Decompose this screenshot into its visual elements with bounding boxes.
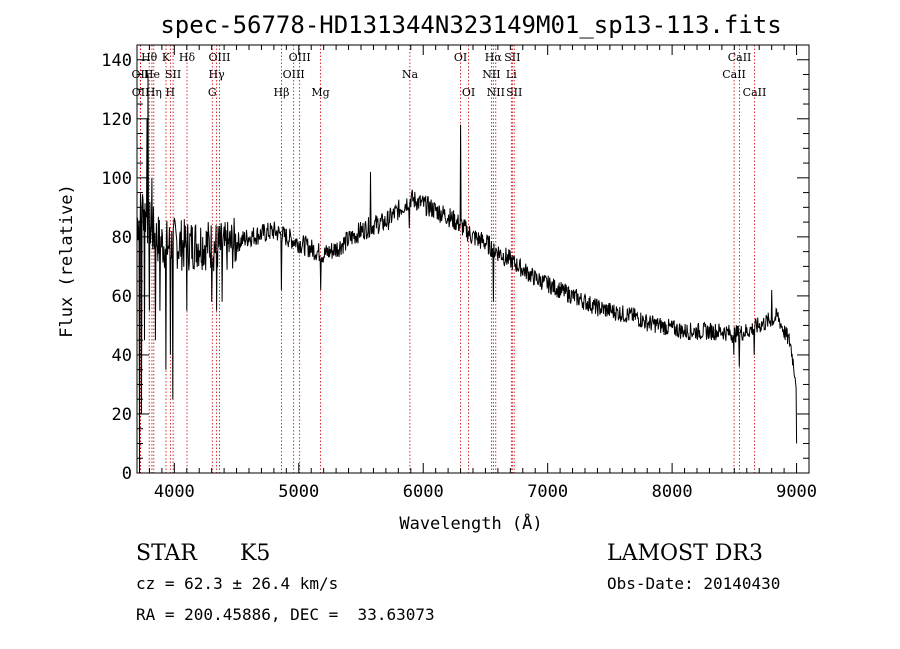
line-label-15: Mg: [311, 86, 329, 99]
line-label-25: CaII: [728, 51, 752, 64]
line-label-20: NII: [482, 68, 500, 81]
x-tick-label: 6000: [403, 482, 444, 502]
x-tick-label: 9000: [776, 482, 817, 502]
line-label-18: OI: [462, 86, 475, 99]
line-label-24: SII: [506, 86, 522, 99]
line-label-9: OIII: [208, 51, 230, 64]
line-label-4: Hη: [146, 86, 162, 99]
line-label-13: OIII: [289, 51, 311, 64]
y-tick-label: 120: [101, 110, 132, 130]
redshift-velocity: cz = 62.3 ± 26.4 km/s: [136, 574, 338, 593]
line-label-7: H: [166, 86, 176, 99]
observation-date: Obs-Date: 20140430: [607, 574, 780, 593]
y-axis-label: Flux (relative): [57, 184, 77, 338]
line-label-27: CaII: [743, 86, 767, 99]
x-axis-label: Wavelength (Å): [399, 512, 542, 534]
plot-frame: [136, 44, 810, 474]
object-class: STAR: [136, 541, 198, 566]
line-label-12: Hβ: [274, 86, 290, 99]
line-label-22: SII: [504, 51, 520, 64]
y-tick-label: 20: [112, 405, 132, 425]
line-label-6: SII: [165, 68, 181, 81]
chart-title: spec-56778-HD131344N323149M01_sp13-113.f…: [160, 11, 781, 39]
line-label-19: Hα: [485, 51, 503, 64]
y-tick-label: 40: [112, 346, 132, 366]
x-axis-ticks: 4000 5000 6000 7000 8000 9000: [136, 45, 817, 502]
x-tick-label: 4000: [154, 482, 195, 502]
line-label-2: OII: [132, 86, 150, 99]
x-tick-label: 7000: [527, 482, 568, 502]
line-label-21: NII: [487, 86, 505, 99]
line-label-14: OIII: [283, 68, 305, 81]
line-label-11: G: [208, 86, 217, 99]
y-tick-label: 0: [122, 464, 132, 484]
y-axis-ticks: 0 20 40 60 80 100 120 140: [101, 44, 809, 484]
line-label-5: K: [162, 51, 171, 64]
y-tick-label: 100: [101, 169, 132, 189]
line-label-16: Na: [402, 68, 419, 81]
line-label-26: CaII: [722, 68, 746, 81]
line-label-23: Li: [506, 68, 517, 81]
x-tick-label: 5000: [278, 482, 319, 502]
survey-name: LAMOST DR3: [607, 541, 763, 566]
line-label-0: Hθ: [141, 51, 158, 64]
sky-coordinates: RA = 200.45886, DEC = 33.63073: [136, 605, 435, 624]
line-label-10: Hγ: [209, 68, 226, 81]
line-label-8: Hδ: [179, 51, 196, 64]
object-subclass: K5: [240, 541, 270, 566]
y-tick-label: 60: [112, 287, 132, 307]
line-label-17: OI: [454, 51, 467, 64]
y-tick-label: 80: [112, 228, 132, 248]
x-tick-label: 8000: [652, 482, 693, 502]
y-tick-label: 140: [101, 51, 132, 71]
spectrum-line: [136, 74, 798, 474]
line-label-3: He: [144, 68, 160, 81]
